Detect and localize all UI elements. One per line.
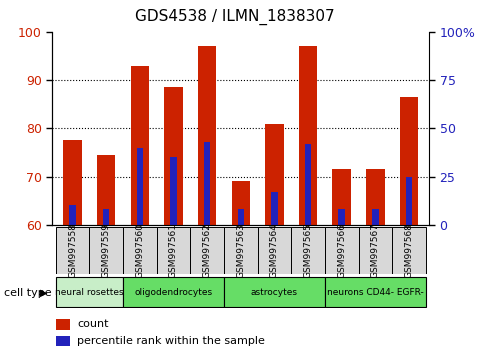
FancyBboxPatch shape bbox=[325, 277, 426, 307]
Bar bbox=[299, 46, 317, 225]
Bar bbox=[97, 155, 115, 225]
Text: GSM997563: GSM997563 bbox=[236, 223, 246, 278]
FancyBboxPatch shape bbox=[392, 227, 426, 274]
Bar bbox=[56, 336, 70, 346]
Text: GSM997561: GSM997561 bbox=[169, 223, 178, 278]
Text: GSM997568: GSM997568 bbox=[405, 223, 414, 278]
Text: GSM997562: GSM997562 bbox=[203, 223, 212, 278]
FancyBboxPatch shape bbox=[358, 227, 392, 274]
Bar bbox=[366, 169, 385, 225]
Text: GSM997560: GSM997560 bbox=[135, 223, 144, 278]
Bar bbox=[265, 124, 283, 225]
Bar bbox=[400, 97, 418, 225]
Bar bbox=[332, 169, 351, 225]
Bar bbox=[164, 87, 183, 225]
Bar bbox=[238, 209, 244, 225]
Text: GDS4538 / ILMN_1838307: GDS4538 / ILMN_1838307 bbox=[135, 9, 334, 25]
Bar bbox=[204, 142, 211, 225]
Bar bbox=[271, 192, 277, 225]
Bar bbox=[170, 157, 177, 225]
Text: oligodendrocytes: oligodendrocytes bbox=[134, 287, 213, 297]
Text: GSM997566: GSM997566 bbox=[337, 223, 346, 278]
Bar bbox=[305, 144, 311, 225]
Text: ▶: ▶ bbox=[40, 288, 48, 298]
Bar bbox=[103, 209, 109, 225]
FancyBboxPatch shape bbox=[123, 277, 224, 307]
Bar bbox=[406, 177, 412, 225]
Bar bbox=[131, 65, 149, 225]
Text: GSM997559: GSM997559 bbox=[102, 223, 111, 278]
Bar bbox=[63, 141, 82, 225]
FancyBboxPatch shape bbox=[157, 227, 190, 274]
FancyBboxPatch shape bbox=[224, 277, 325, 307]
Text: GSM997567: GSM997567 bbox=[371, 223, 380, 278]
Bar bbox=[338, 209, 345, 225]
FancyBboxPatch shape bbox=[224, 227, 257, 274]
Text: cell type: cell type bbox=[4, 288, 51, 298]
Bar bbox=[232, 181, 250, 225]
Bar bbox=[137, 148, 143, 225]
Bar bbox=[56, 319, 70, 330]
FancyBboxPatch shape bbox=[89, 227, 123, 274]
Text: percentile rank within the sample: percentile rank within the sample bbox=[77, 336, 265, 346]
FancyBboxPatch shape bbox=[56, 277, 123, 307]
Text: GSM997564: GSM997564 bbox=[270, 223, 279, 278]
Bar bbox=[198, 46, 217, 225]
Bar bbox=[372, 209, 379, 225]
Bar bbox=[69, 205, 76, 225]
Text: neurons CD44- EGFR-: neurons CD44- EGFR- bbox=[327, 287, 424, 297]
Text: GSM997565: GSM997565 bbox=[303, 223, 312, 278]
Text: astrocytes: astrocytes bbox=[251, 287, 298, 297]
Text: GSM997558: GSM997558 bbox=[68, 223, 77, 278]
Text: count: count bbox=[77, 319, 108, 329]
FancyBboxPatch shape bbox=[291, 227, 325, 274]
FancyBboxPatch shape bbox=[325, 227, 358, 274]
FancyBboxPatch shape bbox=[190, 227, 224, 274]
Text: neural rosettes: neural rosettes bbox=[55, 287, 124, 297]
FancyBboxPatch shape bbox=[123, 227, 157, 274]
FancyBboxPatch shape bbox=[56, 227, 89, 274]
FancyBboxPatch shape bbox=[257, 227, 291, 274]
